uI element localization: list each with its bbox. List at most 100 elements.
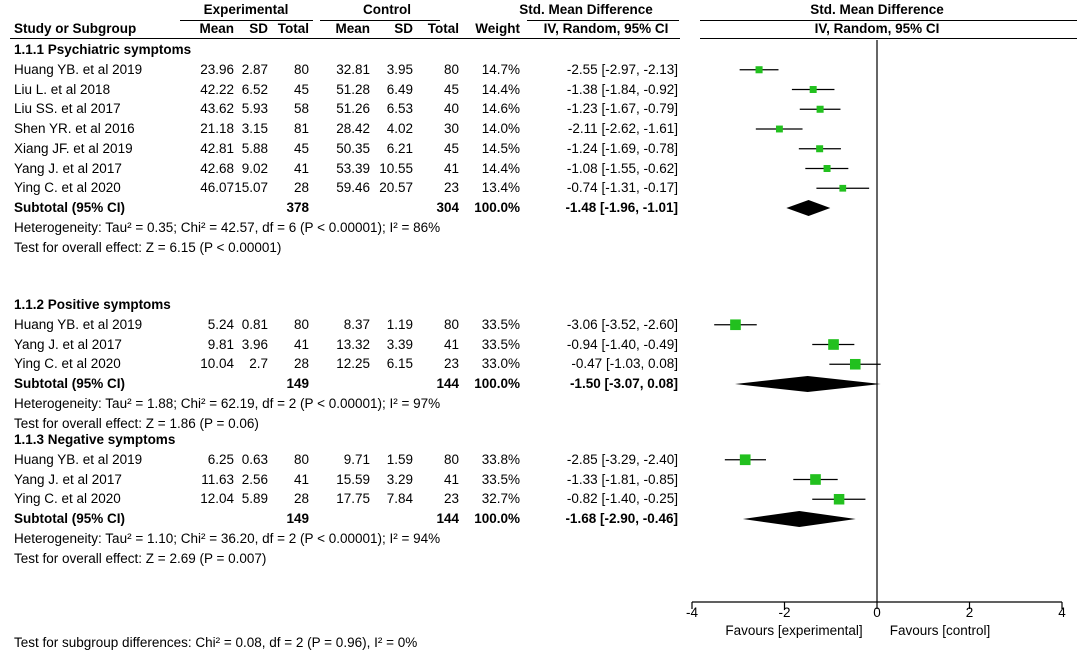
study-sd2: 1.59 bbox=[386, 451, 413, 467]
study-m2: 51.28 bbox=[336, 81, 370, 97]
plot-header-rule bbox=[700, 38, 1077, 39]
study-ci: -2.55 [-2.97, -2.13] bbox=[566, 61, 678, 77]
study-sd1: 2.56 bbox=[241, 471, 268, 487]
study-n2: 41 bbox=[443, 336, 459, 352]
study-m1: 5.24 bbox=[207, 316, 234, 332]
subtotal-n1: 149 bbox=[286, 511, 309, 526]
study-n2: 40 bbox=[443, 101, 459, 117]
header-control: Control bbox=[363, 2, 411, 17]
study-sd2: 3.29 bbox=[386, 471, 413, 487]
study-m1: 23.96 bbox=[200, 61, 234, 77]
study-n1: 41 bbox=[293, 160, 309, 176]
study-name: Liu L. et al 2018 bbox=[14, 81, 111, 97]
study-marker bbox=[810, 474, 821, 485]
study-n2: 80 bbox=[443, 316, 459, 332]
header-smd-method: IV, Random, 95% CI bbox=[543, 21, 669, 36]
subtotal-ci: -1.50 [-3.07, 0.08] bbox=[569, 376, 678, 391]
study-ci: -1.38 [-1.84, -0.92] bbox=[566, 81, 678, 97]
study-marker bbox=[833, 493, 845, 505]
subtotal-n2: 144 bbox=[436, 511, 459, 526]
x-tick-label: -2 bbox=[778, 605, 791, 620]
study-n1: 80 bbox=[293, 61, 309, 77]
study-m1: 10.04 bbox=[200, 356, 234, 372]
subtotal-label: Subtotal (95% CI) bbox=[14, 376, 126, 391]
study-name: Yang J. et al 2017 bbox=[14, 471, 122, 487]
study-n1: 41 bbox=[293, 471, 309, 487]
study-m2: 50.35 bbox=[336, 140, 370, 156]
column-header-sd1: SD bbox=[249, 21, 268, 36]
study-m2: 15.59 bbox=[336, 471, 370, 487]
study-ci: -0.82 [-1.40, -0.25] bbox=[566, 491, 678, 507]
column-header-m1: Mean bbox=[199, 21, 234, 36]
study-m2: 32.81 bbox=[336, 61, 370, 77]
study-name: Huang YB. et al 2019 bbox=[14, 61, 143, 77]
study-weight: 14.4% bbox=[481, 81, 520, 97]
subtotal-n2: 144 bbox=[436, 376, 459, 391]
study-n2: 30 bbox=[443, 121, 459, 136]
subtotal-n1: 149 bbox=[286, 376, 309, 391]
subtotal-label: Subtotal (95% CI) bbox=[14, 511, 126, 526]
study-marker bbox=[828, 339, 839, 350]
study-m2: 53.39 bbox=[336, 160, 370, 176]
study-n2: 45 bbox=[443, 140, 459, 156]
study-sd2: 20.57 bbox=[379, 180, 413, 196]
study-sd2: 7.84 bbox=[386, 491, 413, 507]
study-weight: 33.5% bbox=[481, 471, 520, 487]
study-n2: 80 bbox=[443, 451, 459, 467]
subtotal-weight: 100.0% bbox=[474, 511, 520, 526]
study-n1: 45 bbox=[293, 81, 309, 97]
column-header-name: Study or Subgroup bbox=[14, 21, 137, 36]
table-header-rule bbox=[10, 38, 680, 39]
study-m2: 12.25 bbox=[336, 356, 370, 372]
study-name: Xiang JF. et al 2019 bbox=[14, 140, 133, 156]
study-marker bbox=[823, 165, 831, 172]
study-n2: 41 bbox=[443, 160, 459, 176]
study-n1: 45 bbox=[293, 140, 309, 156]
x-tick-label: 4 bbox=[1058, 605, 1066, 620]
subtotal-weight: 100.0% bbox=[474, 376, 520, 391]
study-weight: 14.7% bbox=[481, 61, 520, 77]
header-rule-control bbox=[320, 20, 440, 21]
study-weight: 14.5% bbox=[481, 140, 520, 156]
study-ci: -0.47 [-1.03, 0.08] bbox=[571, 356, 678, 372]
study-m1: 43.62 bbox=[200, 101, 234, 117]
study-marker bbox=[839, 184, 847, 192]
overall-effect-stat: Test for overall effect: Z = 6.15 (P < 0… bbox=[14, 239, 282, 255]
study-n1: 28 bbox=[293, 180, 309, 196]
study-sd1: 5.89 bbox=[241, 491, 268, 507]
study-sd1: 0.81 bbox=[241, 316, 268, 332]
study-m1: 42.81 bbox=[200, 140, 234, 156]
heterogeneity-stat: Heterogeneity: Tau² = 1.10; Chi² = 36.20… bbox=[14, 530, 441, 546]
study-m2: 9.71 bbox=[343, 451, 370, 467]
study-n2: 23 bbox=[443, 356, 459, 372]
study-sd2: 1.19 bbox=[386, 316, 413, 332]
study-n2: 23 bbox=[443, 180, 459, 196]
study-sd1: 9.02 bbox=[241, 160, 268, 176]
study-name: Yang J. et al 2017 bbox=[14, 336, 122, 352]
study-n1: 80 bbox=[293, 316, 309, 332]
study-name: Ying C. et al 2020 bbox=[14, 491, 121, 507]
study-marker bbox=[755, 66, 763, 74]
study-ci: -1.24 [-1.69, -0.78] bbox=[566, 140, 678, 156]
study-name: Huang YB. et al 2019 bbox=[14, 451, 143, 467]
x-tick-label: 2 bbox=[965, 605, 974, 620]
study-ci: -2.11 [-2.62, -1.61] bbox=[567, 121, 678, 136]
subtotal-diamond bbox=[786, 200, 831, 216]
study-marker bbox=[739, 454, 751, 466]
study-sd1: 15.07 bbox=[234, 180, 268, 196]
subtotal-n1: 378 bbox=[286, 200, 309, 215]
study-name: Shen YR. et al 2016 bbox=[14, 121, 135, 136]
study-sd2: 3.95 bbox=[386, 61, 413, 77]
study-weight: 14.4% bbox=[481, 160, 520, 176]
subtotal-weight: 100.0% bbox=[474, 200, 520, 215]
study-sd1: 2.87 bbox=[241, 61, 268, 77]
study-m1: 46.07 bbox=[200, 180, 234, 196]
study-name: Huang YB. et al 2019 bbox=[14, 316, 143, 332]
study-marker bbox=[730, 319, 741, 331]
study-weight: 33.8% bbox=[481, 451, 520, 467]
study-sd1: 5.93 bbox=[241, 101, 268, 117]
study-n1: 28 bbox=[293, 356, 309, 372]
study-sd1: 0.63 bbox=[241, 451, 268, 467]
x-tick-label: -4 bbox=[685, 605, 698, 620]
